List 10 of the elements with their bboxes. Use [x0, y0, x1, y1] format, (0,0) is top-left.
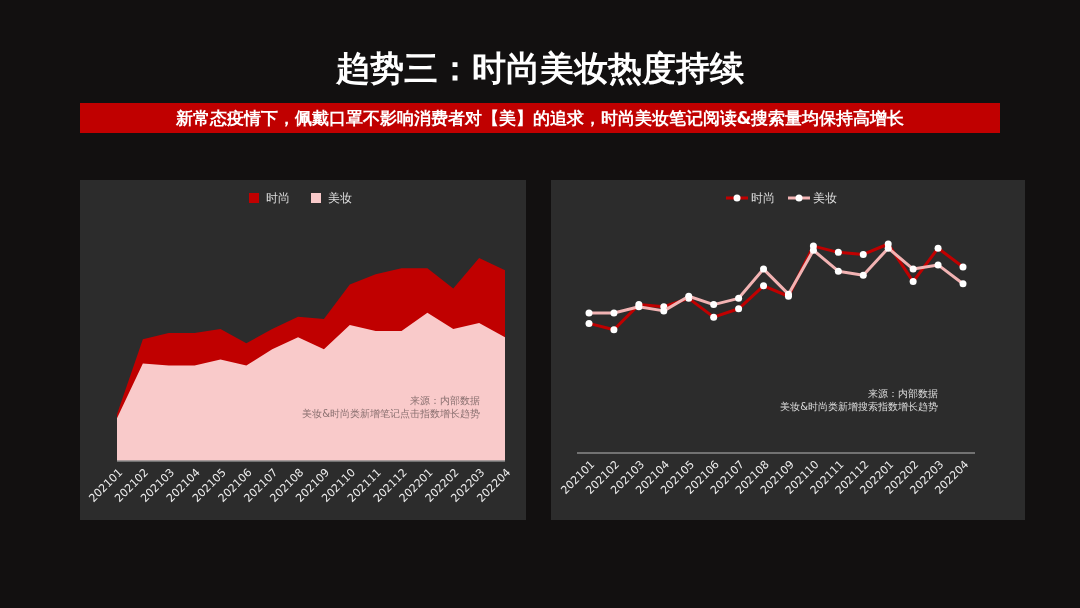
- legend-label: 时尚: [266, 190, 290, 205]
- legend-label: 时尚: [751, 190, 775, 205]
- chart-title: 趋势三：时尚美妆热度持续: [335, 48, 744, 88]
- annotation: 美妆&时尚类新增笔记点击指数增长趋势: [302, 408, 480, 419]
- annotation: 来源：内部数据: [868, 388, 938, 399]
- legend-label: 美妆: [813, 190, 837, 205]
- annotation: 美妆&时尚类新增搜索指数增长趋势: [780, 401, 938, 412]
- legend-label: 美妆: [328, 190, 352, 205]
- text: 新常态疫情下，佩戴口罩不影响消费者对【美】的追求，时尚美妆笔记阅读&搜索量均保持高增长: [174, 108, 906, 128]
- annotation: 来源：内部数据: [410, 395, 480, 406]
